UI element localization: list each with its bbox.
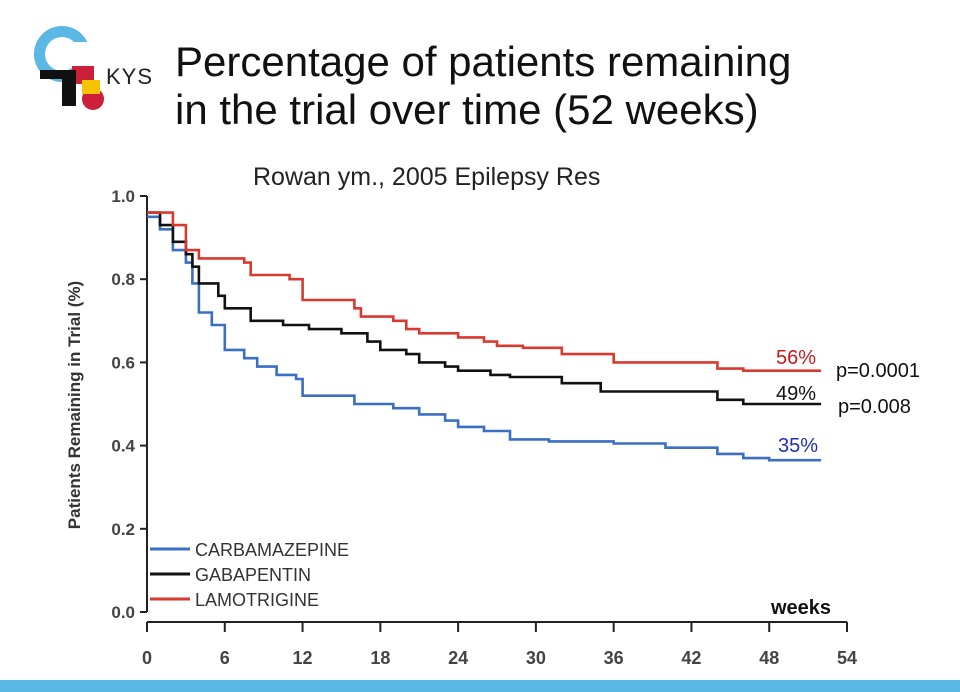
series-line-carbamazepine [147,215,822,462]
logo-yellow-square [82,80,100,94]
x-tick-label: 0 [142,648,152,668]
logo-black-bar [40,70,72,79]
y-tick-label: 0.2 [111,520,135,539]
legend: CARBAMAZEPINE GABAPENTIN LAMOTRIGINE [150,540,349,610]
end-label-carbamazepine: 35% [778,435,818,457]
pvalue-gabapentin: p=0.008 [838,396,911,418]
x-tick-label: 18 [370,648,390,668]
y-tick-label: 0.4 [111,437,135,456]
end-label-gabapentin: 49% [776,383,816,405]
slide-title: Percentage of patients remaining in the … [175,38,935,134]
y-tick-label: 0.8 [111,270,135,289]
citation-subtitle: Rowan ym., 2005 Epilepsy Res [253,163,601,191]
kys-logo: KYS [34,26,153,110]
legend-label-carbamazepine: CARBAMAZEPINE [195,540,349,560]
y-tick-label: 0.0 [111,603,135,622]
title-line-2: in the trial over time (52 weeks) [175,86,759,133]
y-axis: 0.0 0.2 0.4 0.6 0.8 1.0 [111,187,148,622]
logo-cross-white [56,42,96,66]
logo-text: KYS [106,64,153,89]
end-label-lamotrigine: 56% [776,347,816,369]
x-axis: 0 6 12 18 24 30 36 42 48 54 [142,621,857,668]
y-tick-label: 0.6 [111,353,135,372]
pvalue-lamotrigine: p=0.0001 [836,360,920,382]
series-line-gabapentin [147,211,822,406]
x-tick-label: 42 [681,648,701,668]
series-line-lamotrigine [147,211,822,373]
legend-label-gabapentin: GABAPENTIN [195,565,311,585]
logo-black-stem [62,70,76,106]
x-tick-label: 36 [604,648,624,668]
x-tick-label: 6 [220,648,230,668]
logo-red-square [72,66,94,84]
legend-label-lamotrigine: LAMOTRIGINE [195,590,319,610]
x-tick-label: 12 [293,648,313,668]
series-lines [147,211,822,462]
y-tick-label: 1.0 [111,187,135,206]
title-line-1: Percentage of patients remaining [175,38,792,85]
x-tick-label: 30 [526,648,546,668]
x-tick-label: 24 [448,648,468,668]
x-tick-label: 48 [759,648,779,668]
x-axis-label: weeks [770,597,831,619]
x-tick-label: 54 [837,648,857,668]
y-axis-label: Patients Remaining in Trial (%) [65,281,84,529]
bottom-accent-bar [0,680,960,692]
